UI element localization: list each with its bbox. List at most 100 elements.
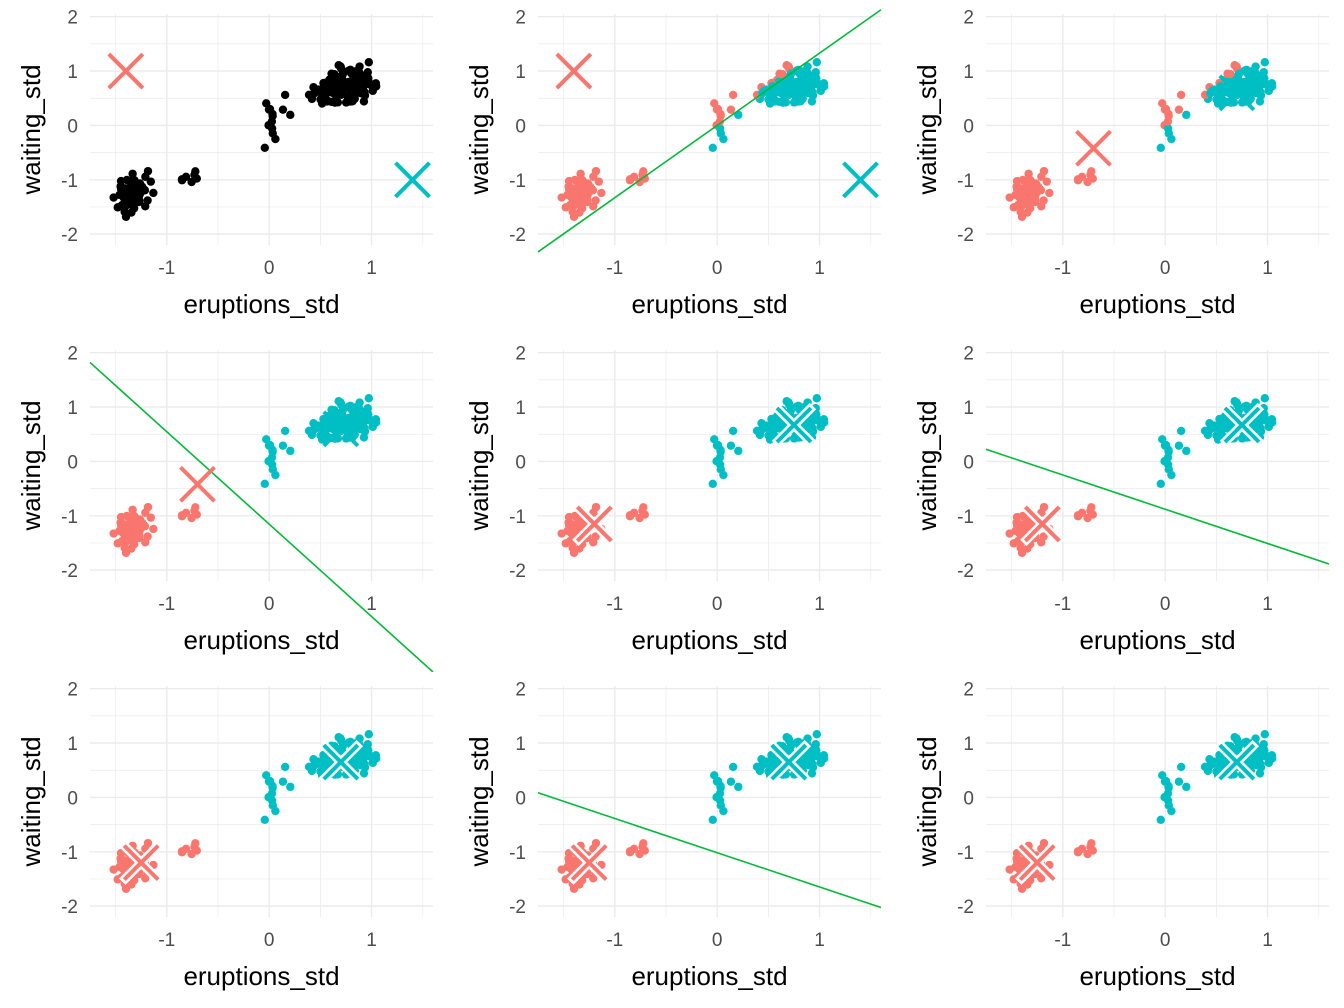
data-point: [768, 417, 777, 427]
centroid-marker: [318, 739, 364, 785]
data-point: [355, 62, 364, 71]
data-point: [141, 874, 150, 883]
data-point: [141, 202, 150, 211]
data-point: [322, 431, 331, 441]
data-point: [271, 470, 280, 480]
y-tick-label: 0: [515, 788, 526, 809]
gridlines: [90, 686, 433, 917]
x-tick-label: 1: [814, 258, 825, 279]
data-point: [715, 796, 725, 805]
data-point: [785, 90, 794, 99]
data-point: [719, 806, 728, 816]
y-tick-label: -1: [509, 507, 526, 528]
y-tick-label: -2: [509, 225, 526, 246]
data-point: [805, 71, 814, 80]
y-tick-label: -2: [509, 561, 526, 582]
data-point: [1161, 104, 1171, 114]
data-point: [1260, 58, 1270, 67]
data-point: [726, 441, 736, 450]
data-point: [1016, 856, 1026, 865]
data-point: [1156, 143, 1165, 153]
data-point: [1264, 422, 1273, 432]
kmeans-panel-8: -2 -1 0 1 2 -1 0 1 eruptions_std waiting_std: [448, 672, 896, 1008]
data-point: [819, 415, 829, 424]
data-point: [312, 87, 322, 96]
data-point: [1249, 421, 1258, 431]
data-point: [1224, 88, 1234, 97]
y-tick-label: -2: [957, 561, 974, 582]
y-tick-label: 2: [67, 680, 78, 701]
data-point: [1018, 175, 1028, 185]
kmeans-panel-7: -2 -1 0 1 2 -1 0 1 eruptions_std waiting_std: [0, 672, 448, 1008]
scatter-plot: -2 -1 0 1 2 -1 0 1 eruptions_std waiting_std: [464, 344, 881, 655]
data-point: [353, 85, 362, 95]
data-point: [638, 506, 647, 516]
x-tick-label: 0: [1160, 258, 1171, 279]
data-point: [149, 524, 158, 534]
data-point: [181, 508, 191, 518]
data-point: [1045, 188, 1054, 198]
data-point: [364, 730, 374, 739]
data-point: [1037, 202, 1046, 211]
data-point: [715, 460, 725, 469]
data-point: [568, 856, 578, 865]
data-point: [336, 62, 345, 71]
data-point: [322, 95, 331, 105]
data-point: [1232, 734, 1241, 743]
data-point: [576, 169, 585, 178]
x-tick-label: 1: [1262, 258, 1273, 279]
y-tick-label: 0: [515, 116, 526, 137]
x-axis-label: eruptions_std: [631, 289, 787, 319]
data-point: [371, 79, 381, 88]
data-point: [726, 105, 736, 114]
data-point: [1167, 134, 1176, 144]
y-axis-label: waiting_std: [912, 64, 942, 195]
data-point: [734, 446, 743, 456]
centroid-marker: [1015, 840, 1060, 885]
data-point: [768, 753, 777, 763]
data-point: [1042, 177, 1052, 186]
data-point: [330, 69, 339, 79]
data-point: [127, 208, 136, 217]
data-point: [812, 58, 822, 67]
data-point: [1233, 74, 1243, 83]
centroid-marker: [119, 840, 164, 885]
centroid-marker: [1214, 739, 1260, 785]
y-tick-label: 0: [515, 452, 526, 473]
data-point: [280, 426, 290, 436]
centroid-marker: [1075, 129, 1112, 167]
data-point: [267, 796, 277, 805]
data-point: [1176, 762, 1186, 772]
data-point: [1005, 193, 1014, 202]
data-point: [355, 750, 365, 759]
data-point: [320, 81, 329, 91]
data-point: [1226, 69, 1235, 79]
y-tick-label: 0: [963, 116, 974, 137]
data-point: [589, 202, 598, 211]
data-point: [816, 86, 825, 96]
y-axis-label: waiting_std: [464, 64, 494, 195]
y-tick-label: 1: [67, 62, 78, 83]
y-tick-label: 1: [515, 62, 526, 83]
data-point: [121, 196, 131, 205]
data-points: [557, 58, 829, 221]
data-point: [713, 104, 723, 114]
data-point: [350, 430, 359, 439]
x-axis-label: eruptions_std: [183, 625, 339, 655]
data-point: [1176, 426, 1186, 436]
gridlines: [538, 350, 881, 581]
data-point: [1163, 117, 1173, 126]
data-point: [1174, 105, 1184, 114]
data-point: [1251, 62, 1260, 71]
data-point: [1264, 86, 1273, 96]
y-tick-label: -1: [61, 507, 78, 528]
y-axis-label: waiting_std: [16, 400, 46, 531]
data-point: [1086, 506, 1095, 516]
data-point: [364, 58, 374, 67]
centroid-marker: [766, 739, 812, 785]
data-point: [1156, 815, 1165, 825]
data-point: [1039, 166, 1049, 176]
data-point: [278, 105, 288, 114]
centroid-marker: [179, 465, 216, 503]
x-tick-label: 1: [366, 594, 377, 615]
